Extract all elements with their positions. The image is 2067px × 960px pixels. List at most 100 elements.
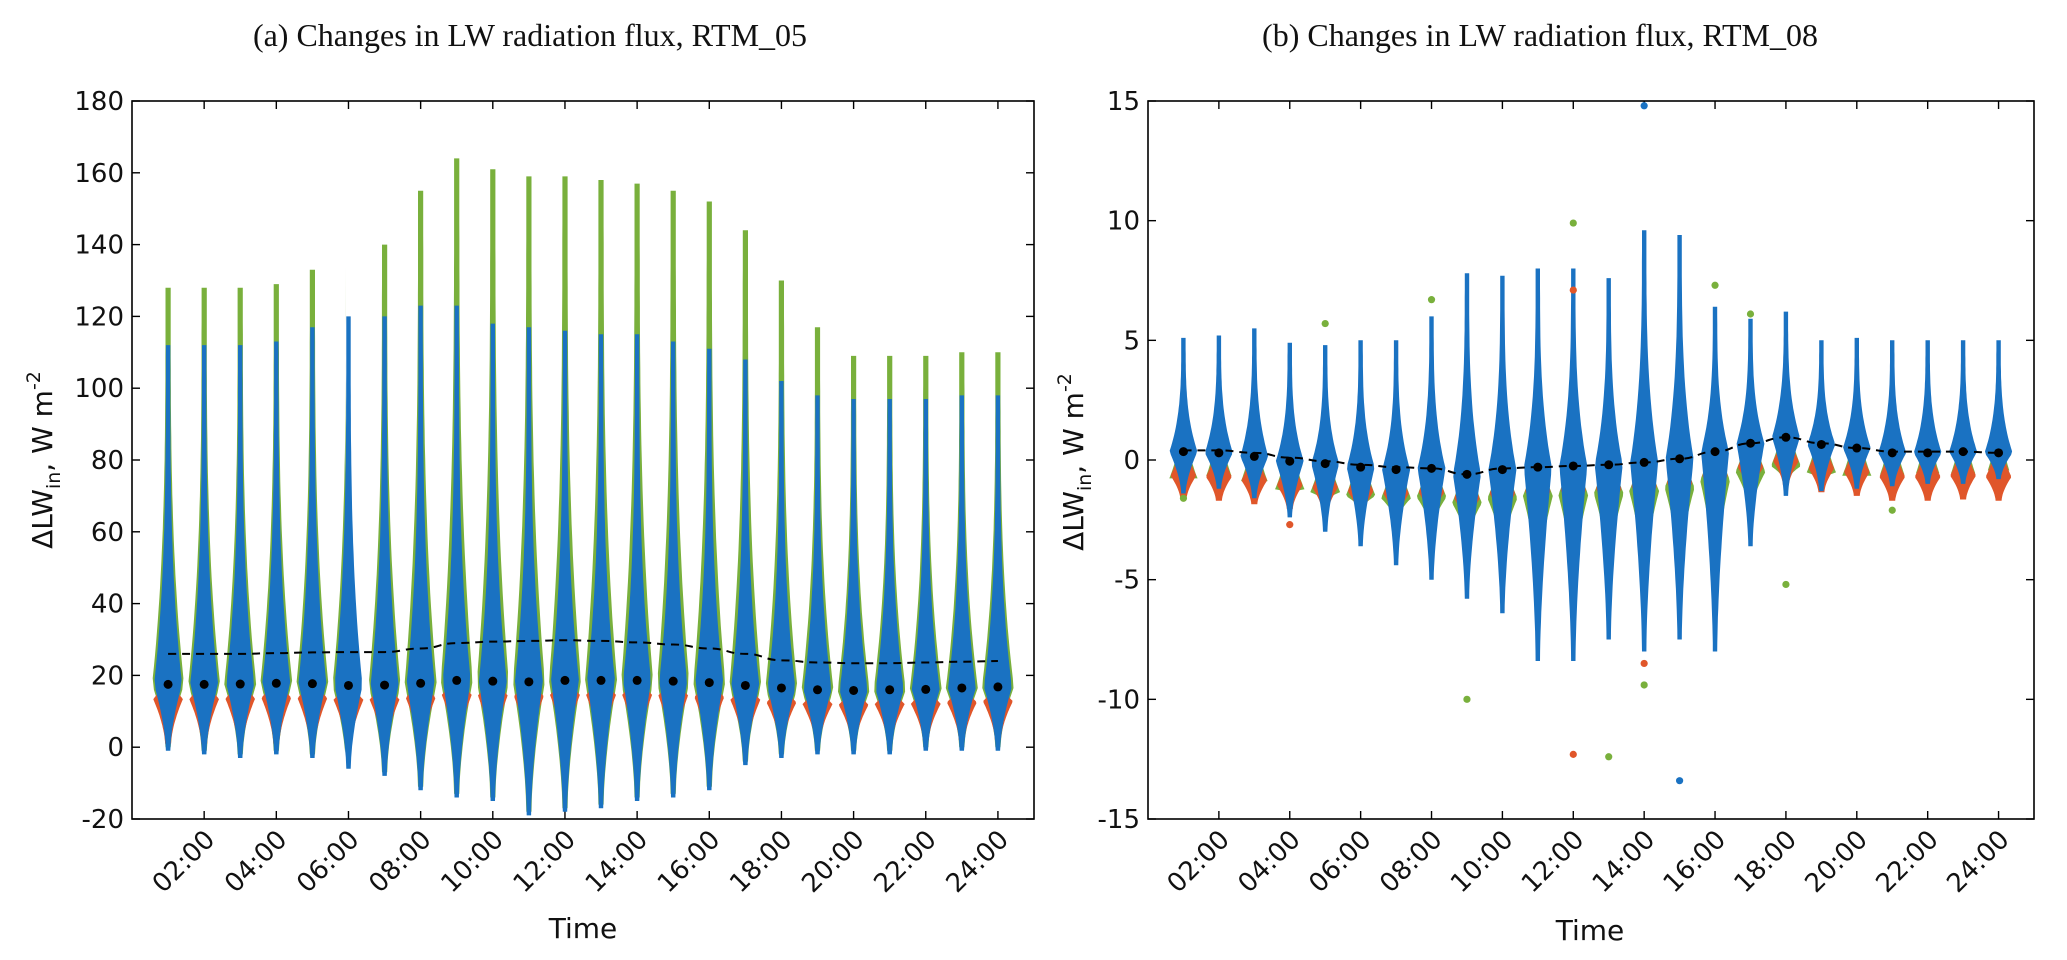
panel-b: (b) Changes in LW radiation flux, RTM_08… (1054, 17, 2035, 947)
panel-b-ylabel-exp: -2 (1054, 373, 1076, 392)
panel-b-violin-blue (1417, 316, 1446, 580)
panel-a-violin-blue (911, 399, 940, 751)
panel-b-outlier-point (1179, 494, 1188, 502)
panel-a-mean-line (168, 639, 998, 665)
panel-a: (a) Changes in LW radiation flux, RTM_05… (23, 17, 1035, 945)
panel-a-xtick-label: 10:00 (436, 825, 510, 899)
panel-a-ytick-label: 100 (74, 374, 124, 404)
panel-b-outlier-point (1569, 219, 1577, 227)
panel-b-xtick-label: 06:00 (1303, 825, 1377, 899)
panel-a-ytick-label: 0 (107, 733, 124, 763)
panel-a-ylabel: ΔLWin, W m-2 (23, 371, 65, 549)
panel-a-violin-blue (515, 327, 543, 816)
panel-b-median-dot (1923, 448, 1933, 458)
panel-a-ytick-label: 120 (74, 302, 124, 332)
panel-a-violin-blue (876, 399, 903, 755)
panel-a-ytick-label: 140 (74, 231, 124, 261)
panel-b-median-dot (1427, 463, 1437, 473)
panel-a-violin-blue (190, 345, 218, 755)
panel-b-ytick-label: 15 (1107, 87, 1140, 117)
panel-b-ylabel-sub: in (1074, 474, 1096, 491)
panel-b-violin-blue (1169, 337, 1198, 494)
panel-b-xtick-label: 22:00 (1870, 825, 1944, 899)
panel-b-outlier-point (1711, 281, 1719, 289)
panel-a-title: (a) Changes in LW radiation flux, RTM_05 (253, 17, 807, 53)
panel-a-plot-frame (131, 100, 1035, 820)
panel-a-median-dot (849, 685, 859, 695)
panel-b-outlier-point (1463, 695, 1471, 703)
panel-b-violin-blue (1843, 337, 1871, 489)
panel-b-outlier-point (1888, 506, 1896, 514)
panel-a-violin-blue (695, 348, 723, 791)
panel-a-median-dot (596, 675, 606, 685)
panel-b-violin-blue (1595, 278, 1623, 640)
panel-a-ylabel-exp: -2 (23, 371, 45, 390)
panel-a-xtick-label: 24:00 (941, 825, 1015, 899)
panel-a-violin-blue (154, 345, 182, 751)
panel-b-outlier-point (1321, 319, 1329, 328)
panel-a-median-dot (560, 675, 570, 685)
panel-b-median-dot (1745, 438, 1755, 448)
panel-a-violin-blue (478, 323, 507, 801)
panel-a-xtick-label: 04:00 (219, 825, 293, 899)
panel-b-xtick-label: 02:00 (1162, 825, 1236, 899)
panel-a-median-dot (307, 679, 317, 689)
panel-a-violin-blue (335, 316, 362, 769)
panel-a-xtick-label: 02:00 (147, 825, 221, 899)
panel-a-violin-blue (840, 399, 868, 755)
panel-a-xtick-label: 12:00 (508, 825, 582, 899)
panel-b-median-dot (1249, 451, 1259, 461)
panel-a-median-dot (813, 685, 823, 695)
panel-b-violin-blue (1701, 306, 1729, 652)
panel-b-outlier-point (1676, 777, 1684, 785)
panel-b-xlabel: Time (1555, 914, 1625, 947)
panel-b-ytick-label: 10 (1107, 207, 1140, 237)
panel-b-xtick-label: 04:00 (1233, 825, 1307, 899)
panel-a-median-dot (921, 684, 931, 694)
panel-b-median-dot (1852, 443, 1862, 453)
panel-a-median-dot (271, 678, 281, 688)
panel-a-xtick-label: 16:00 (652, 825, 726, 899)
panel-b-median-dot (1887, 448, 1897, 458)
panel-b-xtick-label: 12:00 (1516, 825, 1590, 899)
panel-b-xtick-label: 08:00 (1374, 825, 1448, 899)
panel-a-median-dot (524, 677, 534, 687)
panel-a-violin-blue (804, 395, 831, 755)
panel-b-xtick-label: 16:00 (1658, 825, 1732, 899)
panel-a-xtick-label: 08:00 (363, 825, 437, 899)
panel-b-violin-blue (1772, 311, 1800, 496)
panel-a-median-dot (993, 682, 1003, 692)
panel-a-xlabel: Time (548, 912, 618, 945)
panel-b-ytick-label: 5 (1123, 326, 1140, 356)
panel-b-outlier-point (1640, 681, 1648, 689)
panel-a-violin-blue (443, 305, 471, 798)
panel-a-xtick-label: 14:00 (580, 825, 654, 899)
panel-b-outlier-point (1427, 296, 1436, 304)
panel-b-outlier-point (1782, 580, 1790, 589)
panel-a-median-dot (199, 679, 209, 689)
panel-b-mean-line (1183, 436, 1999, 476)
panel-b-violin-blue (1807, 340, 1835, 492)
panel-b-median-dot (1178, 447, 1188, 457)
panel-b-ytick-label: -15 (1098, 805, 1140, 835)
panel-b-median-dot (1497, 465, 1507, 475)
panel-b-median-dot (1675, 454, 1685, 464)
panel-a-violin-blue (659, 341, 687, 798)
panel-b-ytick-label: -5 (1114, 566, 1140, 596)
panel-a-median-dot (668, 676, 678, 686)
panel-a-ylabel-sub: in (43, 472, 65, 489)
panel-b-violin-blue (1949, 340, 1978, 484)
panel-a-median-dot (740, 680, 750, 690)
panel-b-outlier-point (1569, 286, 1577, 294)
panel-b-violin-blue (1382, 340, 1411, 566)
panel-b-violin-blue (1240, 328, 1269, 499)
panel-b-violin-blue (1736, 318, 1765, 547)
panel-b-median-dot (1816, 439, 1826, 449)
panel-a-ytick-label: 180 (74, 87, 124, 117)
panel-a-violin-blue (768, 381, 795, 758)
panel-a-median-dot (343, 680, 353, 690)
panel-a-ytick-label: 160 (74, 159, 124, 189)
panel-a-ytick-label: -20 (82, 805, 124, 835)
panel-b-violin-blue (1347, 340, 1375, 547)
